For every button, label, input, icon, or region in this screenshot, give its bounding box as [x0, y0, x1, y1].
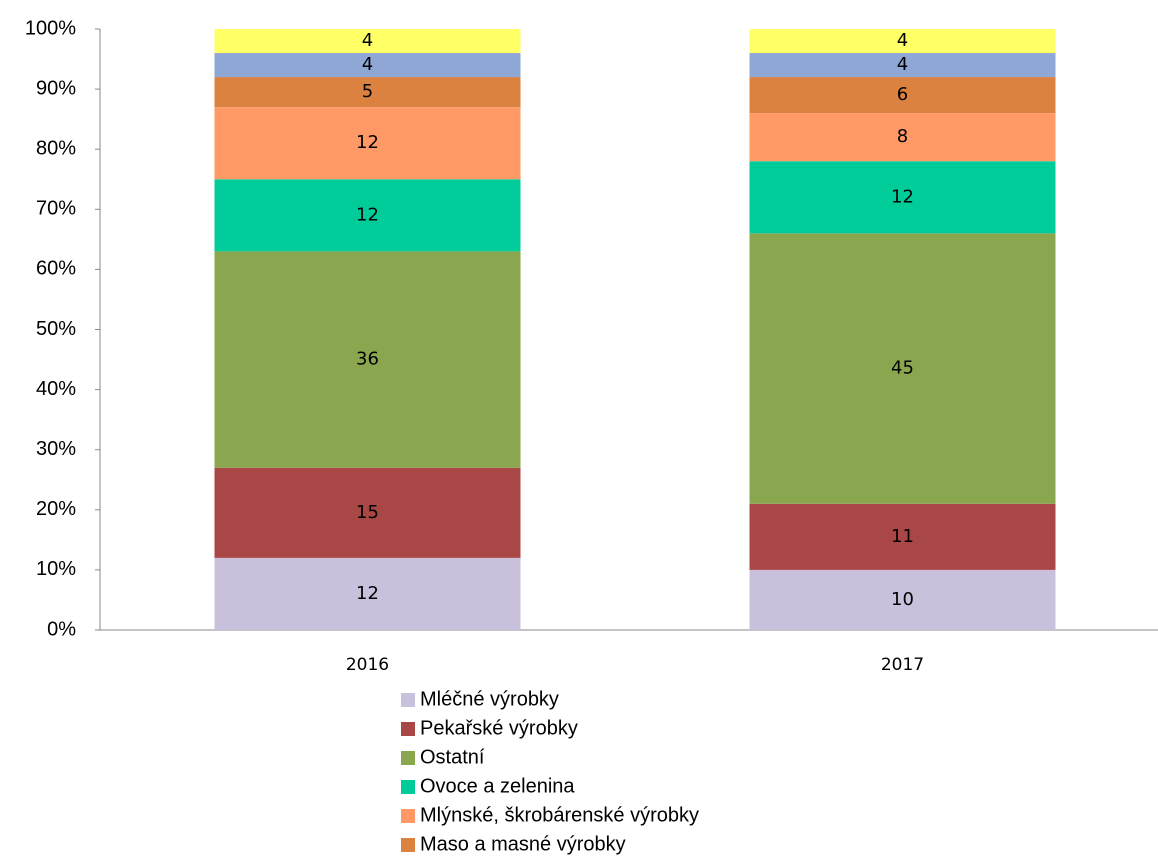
bar-segment: [749, 29, 1056, 54]
legend-label: Mlýnské, škrobárenské výrobky: [420, 804, 699, 826]
legend-swatch: [401, 780, 415, 794]
legend-label: Pekařské výrobky: [420, 717, 578, 739]
y-tick-label: 40%: [36, 378, 76, 400]
bar-segment: [749, 113, 1056, 162]
bar-segment: [749, 233, 1056, 504]
bar-segment: [214, 557, 521, 630]
data-label: 6: [897, 84, 908, 105]
data-label: 8: [897, 126, 908, 147]
y-tick-label: 20%: [36, 498, 76, 520]
bar-segment: [749, 503, 1056, 570]
y-tick-label: 70%: [36, 198, 76, 220]
legend-swatch: [401, 809, 415, 823]
bar-segment: [749, 161, 1056, 234]
legend-swatch: [401, 751, 415, 765]
legend-swatch: [401, 722, 415, 736]
bar-segment: [749, 53, 1056, 78]
bar-segment: [214, 179, 521, 252]
data-label: 12: [356, 132, 379, 153]
y-tick-label: 0%: [47, 618, 76, 640]
data-label: 4: [897, 54, 908, 75]
data-label: 4: [362, 30, 373, 51]
bar-segment: [214, 53, 521, 78]
y-tick-label: 100%: [25, 17, 76, 39]
data-label: 5: [362, 81, 373, 102]
data-label: 12: [356, 583, 379, 604]
data-label: 4: [362, 54, 373, 75]
data-label: 10: [891, 589, 914, 610]
data-label: 11: [891, 526, 914, 547]
data-label: 12: [891, 186, 914, 207]
bar-segment: [749, 77, 1056, 114]
data-label: 36: [356, 349, 379, 370]
y-tick-label: 80%: [36, 137, 76, 159]
bar-segment: [214, 77, 521, 108]
x-tick-label: 2017: [881, 655, 924, 675]
y-tick-label: 60%: [36, 258, 76, 280]
data-label: 15: [356, 502, 379, 523]
bar-segment: [214, 467, 521, 558]
y-tick-label: 10%: [36, 558, 76, 580]
y-tick-label: 50%: [36, 318, 76, 340]
legend-label: Maso a masné výrobky: [420, 833, 626, 855]
bar-segment: [214, 107, 521, 180]
data-label: 45: [891, 358, 914, 379]
bar-segment: [749, 569, 1056, 630]
data-label: 4: [897, 30, 908, 51]
y-tick-label: 30%: [36, 438, 76, 460]
bar-segment: [214, 29, 521, 54]
data-label: 12: [356, 204, 379, 225]
legend-swatch: [401, 838, 415, 852]
legend-label: Ovoce a zelenina: [420, 775, 575, 797]
bar-segment: [214, 251, 521, 468]
legend-swatch: [401, 693, 415, 707]
y-tick-label: 90%: [36, 77, 76, 99]
legend-label: Ostatní: [420, 746, 485, 768]
x-tick-label: 2016: [346, 655, 389, 675]
legend-label: Mléčné výrobky: [420, 688, 559, 710]
